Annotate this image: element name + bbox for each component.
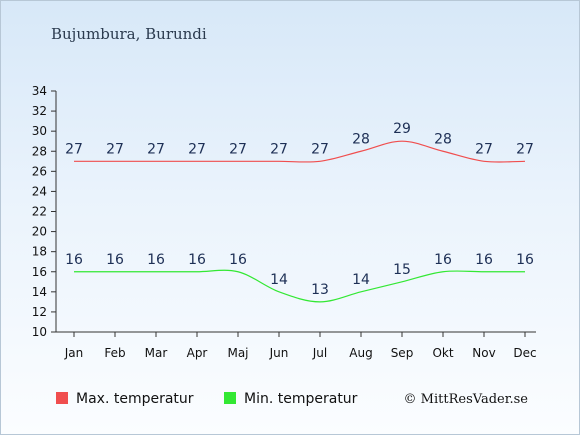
x-tick-label: Jun: [269, 346, 289, 360]
legend-label-max: Max. temperatur: [76, 391, 194, 407]
data-label-min: 16: [106, 252, 124, 268]
x-tick-label: Apr: [187, 346, 208, 360]
data-label-min: 16: [229, 252, 247, 268]
y-tick-label: 30: [32, 124, 47, 138]
x-tick-label: Aug: [349, 346, 372, 360]
data-label-max: 27: [147, 141, 165, 157]
y-tick-label: 34: [32, 84, 47, 98]
data-label-max: 27: [311, 141, 329, 157]
data-label-min: 16: [188, 252, 206, 268]
data-label-max: 28: [434, 131, 452, 147]
y-tick-label: 12: [32, 305, 47, 319]
data-label-min: 16: [147, 252, 165, 268]
y-tick-label: 32: [32, 104, 47, 118]
data-label-max: 27: [106, 141, 124, 157]
y-tick-label: 14: [32, 285, 47, 299]
x-tick-label: Okt: [432, 346, 453, 360]
data-label-max: 29: [393, 121, 411, 137]
x-tick-label: Sep: [391, 346, 414, 360]
y-tick-label: 26: [32, 164, 47, 178]
y-tick-label: 24: [32, 184, 47, 198]
series-line-min: [73, 269, 525, 303]
data-label-min: 16: [65, 252, 83, 268]
axes: 10 12 14 16 18 20 22 24 26 28 30 32 34 Jan Feb Mar Apr Ma…: [32, 84, 537, 360]
data-label-min: 13: [311, 282, 329, 298]
x-tick-label: Dec: [513, 346, 536, 360]
x-tick-label: Jul: [312, 346, 327, 360]
y-tick-label: 22: [32, 205, 47, 219]
chart-title: Bujumbura, Burundi: [51, 25, 207, 43]
x-tick-label: Feb: [104, 346, 125, 360]
data-label-min: 16: [475, 252, 493, 268]
data-label-max: 27: [516, 141, 534, 157]
y-tick-label: 28: [32, 144, 47, 158]
legend-swatch-min: [224, 392, 236, 404]
credit-text: © MittResVader.se: [404, 392, 529, 407]
y-tick-label: 10: [32, 325, 47, 339]
data-label-max: 27: [270, 141, 288, 157]
data-label-max: 27: [229, 141, 247, 157]
data-label-min: 14: [270, 272, 288, 288]
legend-label-min: Min. temperatur: [244, 391, 358, 407]
data-label-max: 27: [65, 141, 83, 157]
data-label-max: 28: [352, 131, 370, 147]
data-label-min: 16: [434, 252, 452, 268]
data-label-min: 14: [352, 272, 370, 288]
data-label-max: 27: [188, 141, 206, 157]
x-tick-label: Nov: [472, 346, 495, 360]
y-tick-label: 16: [32, 265, 47, 279]
data-label-min: 16: [516, 252, 534, 268]
data-label-min: 15: [393, 262, 411, 278]
y-tick-label: 18: [32, 245, 47, 259]
data-label-max: 27: [475, 141, 493, 157]
legend: Max. temperatur Min. temperatur: [56, 391, 358, 407]
series-lines: [73, 140, 526, 303]
legend-swatch-max: [56, 392, 68, 404]
data-labels: 27 27 27 27 27 27 27 28 29 28 27 27 16 16 16 16 16 14 13 14…: [65, 121, 534, 298]
x-tick-label: Jan: [64, 346, 84, 360]
y-tick-label: 20: [32, 225, 47, 239]
x-tick-label: Maj: [227, 346, 248, 360]
series-line-max: [73, 140, 526, 163]
x-tick-label: Mar: [145, 346, 168, 360]
